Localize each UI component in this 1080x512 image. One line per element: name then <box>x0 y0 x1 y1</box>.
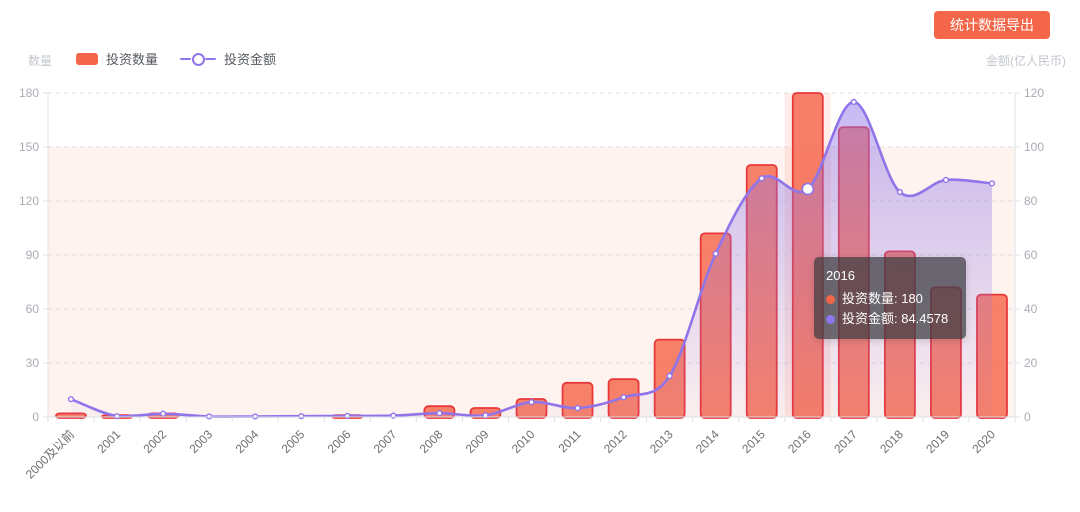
x-axis-label-2005: 2005 <box>279 427 308 456</box>
line-point-2004[interactable] <box>252 413 259 420</box>
x-axis-label-2011: 2011 <box>556 427 584 455</box>
left-axis-label-150: 150 <box>19 140 39 154</box>
x-axis-label-2008: 2008 <box>417 427 446 456</box>
line-point-2016-highlighted[interactable] <box>801 182 815 196</box>
line-point-2019[interactable] <box>942 176 950 184</box>
x-axis-label-2001: 2001 <box>94 427 123 456</box>
line-point-2008[interactable] <box>436 410 443 417</box>
left-axis-title: 数量 <box>28 54 53 68</box>
x-axis-label-2010: 2010 <box>509 427 538 456</box>
legend: 投资数量 投资金额 <box>76 49 276 68</box>
right-axis-label-120: 120 <box>1024 86 1044 100</box>
line-point-2012[interactable] <box>620 394 627 401</box>
line-point-2005[interactable] <box>298 413 305 420</box>
line-point-2002[interactable] <box>160 410 167 417</box>
line-point-2001[interactable] <box>113 413 121 420</box>
x-axis-label-2009: 2009 <box>463 427 492 456</box>
legend-item-bar-series[interactable]: 投资数量 <box>76 49 158 68</box>
x-axis-label-2013: 2013 <box>647 427 676 456</box>
line-point-2013[interactable] <box>666 372 673 380</box>
x-axis-label-2015: 2015 <box>739 427 768 456</box>
line-point-2018[interactable] <box>896 188 903 196</box>
line-point-2015[interactable] <box>758 175 765 182</box>
x-axis-label-2020: 2020 <box>969 427 998 456</box>
right-axis-label-0: 0 <box>1024 410 1031 424</box>
line-point-2000及以前[interactable] <box>67 396 75 403</box>
line-point-2006[interactable] <box>344 412 351 420</box>
left-axis-label-30: 30 <box>26 356 40 370</box>
x-axis-label-2018: 2018 <box>877 427 906 456</box>
left-axis-label-60: 60 <box>26 302 40 316</box>
x-axis-label-2014: 2014 <box>693 427 722 456</box>
line-point-2003[interactable] <box>206 413 213 420</box>
legend-item-line-series[interactable]: 投资金额 <box>180 49 276 68</box>
export-data-button[interactable]: 统计数据导出 <box>934 11 1050 39</box>
line-point-2020[interactable] <box>988 180 996 187</box>
legend-label: 投资金额 <box>224 52 277 67</box>
left-axis-label-0: 0 <box>32 410 39 424</box>
line-series-swatch-icon <box>180 52 217 66</box>
right-axis-label-40: 40 <box>1024 302 1038 316</box>
x-axis-label-2012: 2012 <box>601 427 630 456</box>
x-axis-label-2016: 2016 <box>785 427 814 456</box>
x-axis-label-2000及以前: 2000及以前 <box>22 427 77 482</box>
right-axis-label-60: 60 <box>1024 248 1038 262</box>
left-axis-label-90: 90 <box>26 248 40 262</box>
right-axis-label-20: 20 <box>1024 356 1038 370</box>
right-axis-label-100: 100 <box>1024 140 1044 154</box>
line-point-2017[interactable] <box>850 98 857 106</box>
x-axis-label-2002: 2002 <box>140 427 169 456</box>
x-axis-label-2006: 2006 <box>325 427 354 456</box>
line-point-2011[interactable] <box>574 404 581 412</box>
x-axis-label-2007: 2007 <box>371 427 400 456</box>
legend-label: 投资数量 <box>106 52 159 67</box>
bar-series-swatch-icon <box>76 52 98 65</box>
x-axis-label-2019: 2019 <box>923 427 952 456</box>
x-axis-label-2003: 2003 <box>187 427 216 456</box>
right-axis-label-80: 80 <box>1024 194 1038 208</box>
right-axis-title: 金额(亿人民币) <box>986 54 1066 68</box>
left-axis-label-180: 180 <box>19 86 39 100</box>
x-axis-label-2017: 2017 <box>831 427 860 456</box>
line-point-2014[interactable] <box>712 250 719 257</box>
left-axis-label-120: 120 <box>19 194 39 208</box>
line-point-2010[interactable] <box>528 399 535 406</box>
x-axis-label-2004: 2004 <box>233 427 262 456</box>
